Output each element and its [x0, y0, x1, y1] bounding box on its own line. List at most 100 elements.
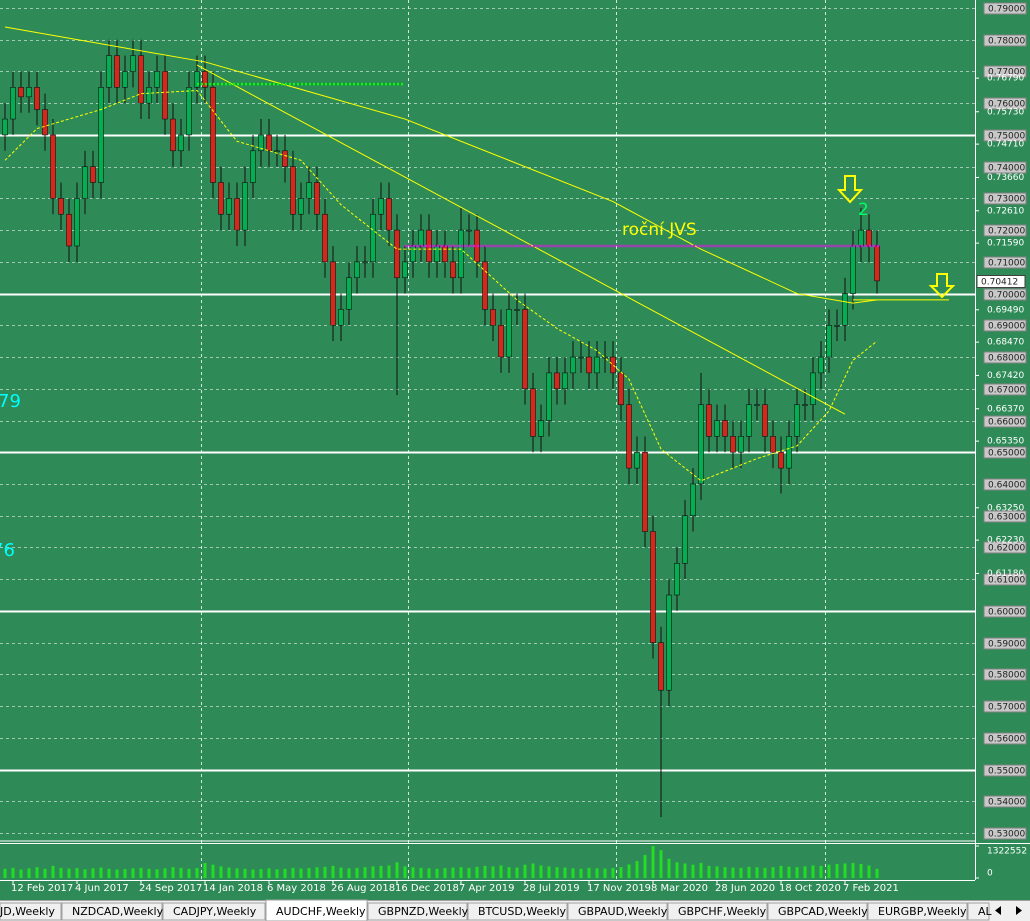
volume-bar: [515, 867, 519, 878]
x-tick-label: 28 Jul 2019: [523, 883, 580, 894]
volume-bar: [371, 866, 375, 878]
volume-bar: [355, 867, 359, 878]
candle-body: [722, 420, 728, 437]
volume-bar: [859, 863, 863, 878]
candle-body: [794, 404, 800, 437]
candle-body: [226, 198, 232, 215]
level-label-box: [983, 224, 1027, 237]
volume-bar: [651, 846, 655, 878]
tab[interactable]: [265, 899, 368, 921]
candle-body: [370, 213, 376, 263]
volume-bar: [571, 868, 575, 878]
tab-label[interactable]: EURGBP,Weekly: [878, 905, 967, 918]
volume-bar: [643, 855, 647, 878]
candle-body: [594, 356, 600, 374]
level-label: 0.62000: [988, 544, 1025, 554]
volume-bar: [195, 868, 199, 878]
tab-label[interactable]: AUDCHF,Weekly: [276, 905, 366, 918]
candle-body: [546, 372, 552, 421]
volume-bar: [147, 868, 151, 878]
candle-body: [570, 356, 576, 374]
candle-body: [554, 372, 560, 390]
level-label: 0.76000: [988, 100, 1025, 110]
volume-bar: [675, 862, 679, 878]
volume-bar: [443, 868, 447, 878]
tab[interactable]: [467, 902, 568, 921]
candle-body: [322, 213, 328, 263]
tab[interactable]: [667, 902, 768, 921]
volume-bar: [259, 869, 263, 878]
volume-bar: [347, 868, 351, 878]
tab-label[interactable]: GBPCAD,Weekly: [778, 905, 868, 918]
tab-label[interactable]: CADJPY,Weekly: [173, 905, 257, 918]
level-label-box: [983, 510, 1027, 523]
volume-bar: [59, 867, 63, 878]
volume-bar: [715, 866, 719, 878]
tab-label[interactable]: AL: [978, 905, 993, 918]
tab[interactable]: [367, 902, 468, 921]
tab[interactable]: [967, 902, 990, 921]
volume-bar: [875, 868, 879, 878]
candle-body: [738, 436, 744, 453]
candle-body: [234, 198, 240, 231]
tab-label[interactable]: GBPNZD,Weekly: [378, 905, 469, 918]
volume-bar: [795, 867, 799, 878]
volume-bar: [163, 868, 167, 878]
candle-body: [674, 562, 680, 596]
tab-label[interactable]: GBPAUD,Weekly: [578, 905, 668, 918]
volume-bar: [299, 868, 303, 878]
indicator-line: [4, 89, 878, 482]
volume-bar: [707, 865, 711, 878]
candle-body: [858, 229, 864, 247]
level-label-box: [983, 573, 1027, 586]
volume-bar: [851, 862, 855, 878]
volume-bar: [659, 850, 663, 878]
tab-label[interactable]: GBPCHF,Weekly: [678, 905, 767, 918]
tab-scroll-arrows[interactable]: [995, 906, 1022, 915]
tab[interactable]: [767, 902, 868, 921]
candle-body: [714, 420, 720, 437]
level-label-box: [983, 351, 1027, 364]
volume-bar: [739, 867, 743, 878]
candle-body: [682, 515, 688, 564]
x-tick-label: 14 Jan 2018: [203, 883, 263, 894]
candle-body: [586, 356, 592, 374]
candle-body: [410, 245, 416, 263]
tab[interactable]: [567, 902, 668, 921]
tab-label[interactable]: NZDCAD,Weekly: [72, 905, 164, 918]
y-tick-label: 0.75730: [987, 107, 1024, 117]
candle-body: [562, 372, 568, 390]
tab[interactable]: [867, 902, 968, 921]
tab-label[interactable]: BTCUSD,Weekly: [478, 905, 566, 918]
volume-bar: [779, 865, 783, 878]
volume-bar: [107, 868, 111, 878]
candle-body: [706, 404, 712, 437]
level-label-box: [983, 795, 1027, 808]
volume-bar: [827, 864, 831, 878]
volume-bar: [395, 862, 399, 878]
tab[interactable]: [61, 902, 163, 921]
volume-bar: [411, 867, 415, 878]
candle-body: [258, 134, 264, 152]
candle-body: [802, 404, 808, 406]
candle-body: [186, 87, 192, 136]
level-label-box: [983, 97, 1027, 110]
current-price-label: 0.70412: [981, 278, 1018, 288]
volume-bar: [667, 858, 671, 878]
tab-label[interactable]: JD,Weekly: [0, 905, 55, 918]
level-label-box: [983, 478, 1027, 491]
y-tick-label: 0.76790: [987, 74, 1024, 84]
volume-bar: [235, 868, 239, 878]
candle-body: [154, 71, 160, 88]
level-label: 0.59000: [988, 640, 1025, 650]
volume-bar: [531, 863, 535, 878]
candle-body: [10, 87, 16, 120]
tab[interactable]: [0, 902, 62, 921]
current-price-box: [976, 275, 1026, 288]
volume-bar: [203, 862, 207, 878]
candle-body: [842, 293, 848, 326]
tab[interactable]: [162, 902, 266, 921]
volume-bar: [339, 867, 343, 878]
volume-bar: [835, 863, 839, 878]
candle-body: [66, 213, 72, 247]
